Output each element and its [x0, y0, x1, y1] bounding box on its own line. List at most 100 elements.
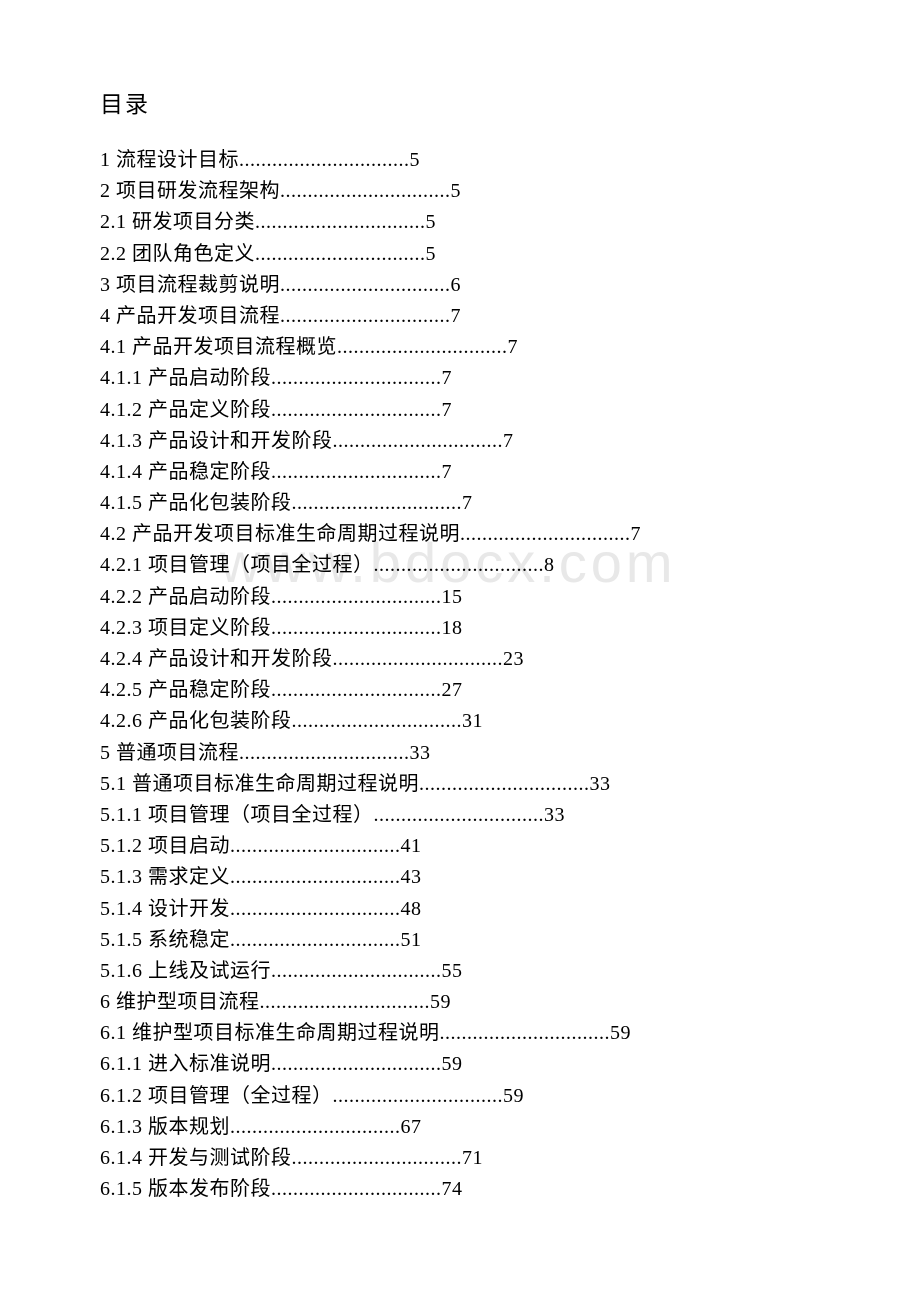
toc-entry-dots: ............................... [271, 679, 442, 701]
toc-entry-dots: ............................... [419, 773, 590, 795]
toc-entry: 4.2.6 产品化包装阶段...........................… [100, 706, 820, 737]
toc-entry: 2.2 团队角色定义..............................… [100, 239, 820, 270]
toc-entry: 4.1.4 产品稳定阶段............................… [100, 457, 820, 488]
toc-entry-dots: ............................... [271, 960, 442, 982]
toc-entry-label: 4.1 产品开发项目流程概览 [100, 336, 337, 358]
toc-entry-dots: ............................... [230, 1116, 401, 1138]
toc-entry-label: 2 项目研发流程架构 [100, 180, 280, 202]
toc-entry-label: 6.1 维护型项目标准生命周期过程说明 [100, 1022, 440, 1044]
toc-entry-label: 6.1.2 项目管理（全过程） [100, 1085, 333, 1107]
toc-entry-label: 6.1.4 开发与测试阶段 [100, 1147, 292, 1169]
toc-entry-label: 4.2.4 产品设计和开发阶段 [100, 648, 333, 670]
toc-entry-page: 59 [610, 1022, 631, 1044]
toc-entry-label: 5.1.3 需求定义 [100, 866, 230, 888]
toc-entry-label: 6 维护型项目流程 [100, 991, 260, 1013]
toc-entry-page: 59 [503, 1085, 524, 1107]
toc-entry: 4.1.3 产品设计和开发阶段.........................… [100, 426, 820, 457]
toc-entry-dots: ............................... [271, 1178, 442, 1200]
toc-entry-page: 67 [401, 1116, 422, 1138]
toc-entry-label: 4.2.3 项目定义阶段 [100, 617, 271, 639]
toc-entry-dots: ............................... [337, 336, 508, 358]
toc-entry-dots: ............................... [239, 742, 410, 764]
toc-entry-label: 4.2.6 产品化包装阶段 [100, 710, 292, 732]
toc-entry-page: 43 [401, 866, 422, 888]
toc-entry-label: 4.1.4 产品稳定阶段 [100, 461, 271, 483]
toc-entry-label: 6.1.1 进入标准说明 [100, 1053, 271, 1075]
toc-entry-page: 23 [503, 648, 524, 670]
toc-entry-dots: ............................... [230, 866, 401, 888]
toc-entry-page: 7 [503, 430, 514, 452]
toc-entry-dots: ............................... [374, 804, 545, 826]
toc-entry-page: 18 [442, 617, 463, 639]
toc-entry-dots: ............................... [230, 898, 401, 920]
toc-entry-page: 5 [410, 149, 421, 171]
toc-entry-dots: ............................... [292, 492, 463, 514]
toc-entry-dots: ............................... [255, 211, 426, 233]
toc-entry-page: 74 [442, 1178, 463, 1200]
toc-entry-dots: ............................... [280, 180, 451, 202]
toc-entry-dots: ............................... [271, 1053, 442, 1075]
toc-entry: 4.1.2 产品定义阶段............................… [100, 395, 820, 426]
toc-entry: 4.2.4 产品设计和开发阶段.........................… [100, 644, 820, 675]
toc-entry-page: 7 [442, 399, 453, 421]
toc-entry-dots: ............................... [271, 367, 442, 389]
toc-entry-label: 3 项目流程裁剪说明 [100, 274, 280, 296]
toc-title: 目录 [100, 85, 820, 119]
toc-entry-dots: ............................... [280, 274, 451, 296]
toc-entry: 5.1.3 需求定义..............................… [100, 862, 820, 893]
toc-entry-label: 4.2.1 项目管理（项目全过程） [100, 554, 374, 576]
toc-entry-label: 4.2 产品开发项目标准生命周期过程说明 [100, 523, 460, 545]
toc-list: 1 流程设计目标...............................5… [100, 145, 820, 1205]
toc-entry-label: 4.2.5 产品稳定阶段 [100, 679, 271, 701]
toc-entry-page: 51 [401, 929, 422, 951]
toc-entry-label: 4.1.1 产品启动阶段 [100, 367, 271, 389]
toc-entry: 4.1.1 产品启动阶段............................… [100, 363, 820, 394]
toc-entry: 6 维护型项目流程...............................… [100, 987, 820, 1018]
toc-entry-label: 5.1.6 上线及试运行 [100, 960, 271, 982]
toc-entry-dots: ............................... [271, 617, 442, 639]
toc-entry-dots: ............................... [239, 149, 410, 171]
toc-entry-page: 33 [590, 773, 611, 795]
toc-entry-dots: ............................... [280, 305, 451, 327]
toc-entry: 6.1 维护型项目标准生命周期过程说明.....................… [100, 1018, 820, 1049]
toc-entry-page: 31 [462, 710, 483, 732]
toc-entry: 4.1.5 产品化包装阶段...........................… [100, 488, 820, 519]
toc-entry: 4.2.1 项目管理（项目全过程）.......................… [100, 550, 820, 581]
toc-entry: 2.1 研发项目分类..............................… [100, 207, 820, 238]
toc-entry-page: 8 [544, 554, 555, 576]
toc-entry-dots: ............................... [271, 399, 442, 421]
toc-entry-page: 27 [442, 679, 463, 701]
toc-entry-page: 71 [462, 1147, 483, 1169]
toc-entry-dots: ............................... [440, 1022, 611, 1044]
toc-entry-page: 7 [631, 523, 642, 545]
toc-entry-page: 33 [410, 742, 431, 764]
toc-entry-page: 7 [462, 492, 473, 514]
toc-entry-page: 55 [442, 960, 463, 982]
toc-entry-label: 5.1 普通项目标准生命周期过程说明 [100, 773, 419, 795]
document-content: 目录 1 流程设计目标.............................… [100, 85, 820, 1205]
toc-entry-label: 6.1.3 版本规划 [100, 1116, 230, 1138]
toc-entry-page: 41 [401, 835, 422, 857]
toc-entry-dots: ............................... [271, 586, 442, 608]
toc-entry-page: 59 [430, 991, 451, 1013]
toc-entry: 4.2.3 项目定义阶段............................… [100, 613, 820, 644]
toc-entry-page: 33 [544, 804, 565, 826]
toc-entry: 3 项目流程裁剪说明..............................… [100, 270, 820, 301]
toc-entry-page: 6 [451, 274, 462, 296]
toc-entry: 5.1 普通项目标准生命周期过程说明......................… [100, 769, 820, 800]
toc-entry-dots: ............................... [255, 243, 426, 265]
toc-entry: 4.1 产品开发项目流程概览..........................… [100, 332, 820, 363]
toc-entry-label: 2.1 研发项目分类 [100, 211, 255, 233]
toc-entry: 5.1.5 系统稳定..............................… [100, 925, 820, 956]
toc-entry: 6.1.4 开发与测试阶段...........................… [100, 1143, 820, 1174]
toc-entry-page: 7 [442, 461, 453, 483]
toc-entry-label: 4 产品开发项目流程 [100, 305, 280, 327]
toc-entry-page: 5 [426, 243, 437, 265]
toc-entry-dots: ............................... [230, 835, 401, 857]
toc-entry: 6.1.2 项目管理（全过程）.........................… [100, 1081, 820, 1112]
toc-entry-page: 15 [442, 586, 463, 608]
toc-entry-dots: ............................... [260, 991, 431, 1013]
toc-entry-dots: ............................... [374, 554, 545, 576]
toc-entry-page: 59 [442, 1053, 463, 1075]
toc-entry: 2 项目研发流程架构..............................… [100, 176, 820, 207]
